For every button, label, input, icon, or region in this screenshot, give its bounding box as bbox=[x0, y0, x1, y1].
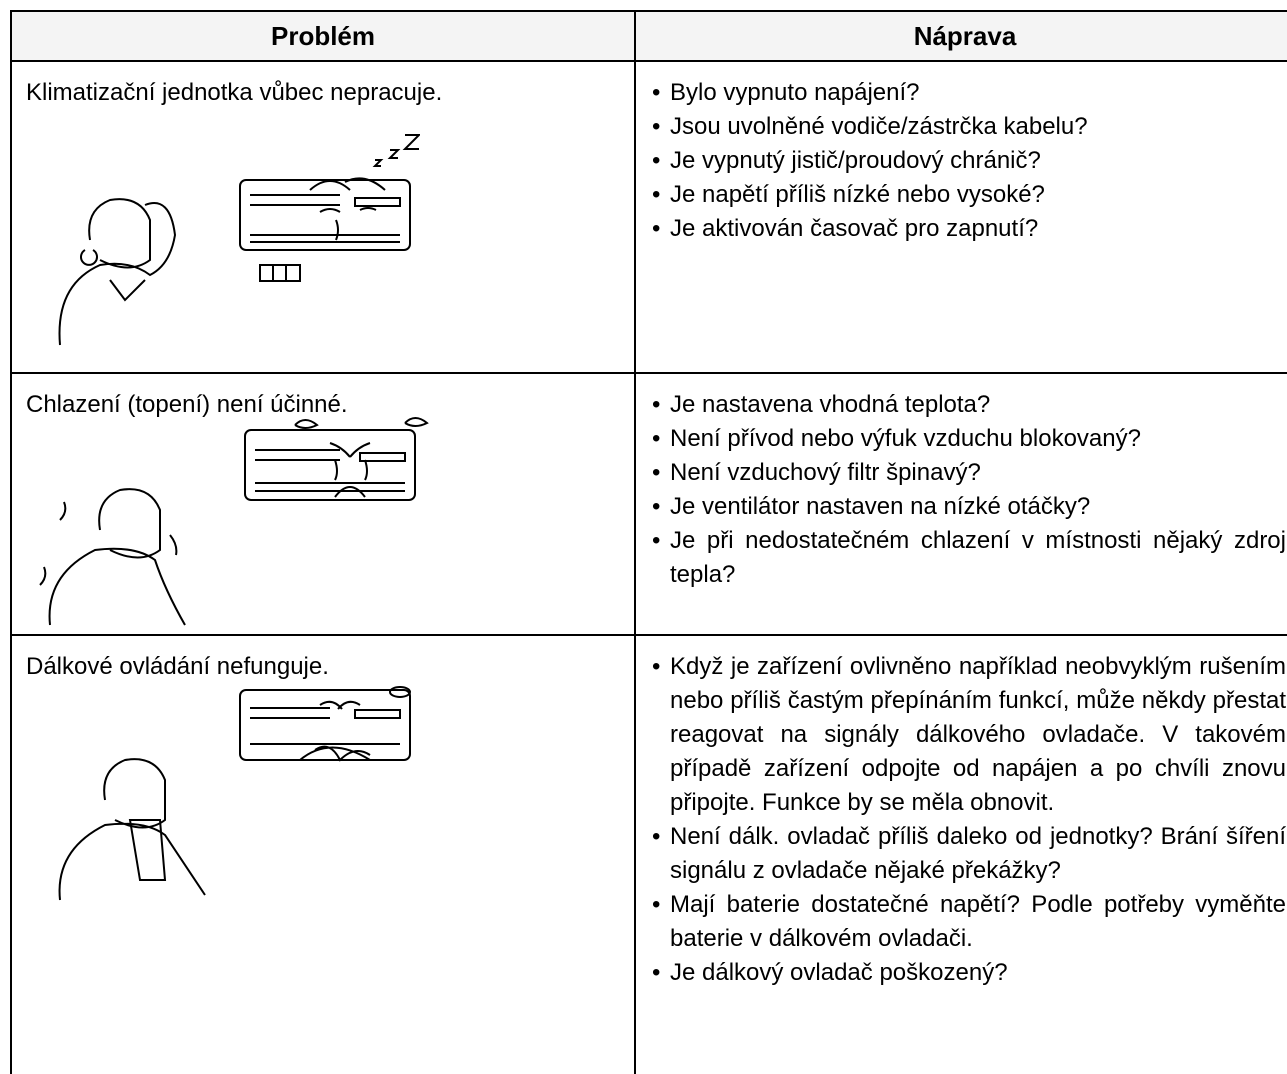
header-cell: Problém bbox=[10, 10, 634, 60]
remedy-item: Je dálkový ovladač poškozený? bbox=[652, 956, 1286, 990]
remedy-item: Není přívod nebo výfuk vzduchu blokovaný… bbox=[652, 422, 1286, 456]
remedy-list: Je nastavena vhodná teplota?Není přívod … bbox=[636, 374, 1287, 592]
header-cell: Náprava bbox=[634, 10, 1287, 60]
remedy-item: Je při nedostatečném chlazení v místnost… bbox=[652, 524, 1286, 592]
remedy-list: Bylo vypnuto napájení?Jsou uvolněné vodi… bbox=[636, 62, 1287, 246]
problem-cell: Chlazení (topení) není účinné. bbox=[10, 372, 634, 634]
remedy-item: Bylo vypnuto napájení? bbox=[652, 76, 1286, 110]
remedy-item: Když je zařízení ovlivněno například neo… bbox=[652, 650, 1286, 820]
remedy-cell: Když je zařízení ovlivněno například neo… bbox=[634, 634, 1287, 1074]
remedy-cell: Bylo vypnuto napájení?Jsou uvolněné vodi… bbox=[634, 60, 1287, 372]
remedy-cell: Je nastavena vhodná teplota?Není přívod … bbox=[634, 372, 1287, 634]
remedy-item: Není dálk. ovladač příliš daleko od jedn… bbox=[652, 820, 1286, 888]
remedy-item: Je napětí příliš nízké nebo vysoké? bbox=[652, 178, 1286, 212]
remedy-item: Mají baterie dostatečné napětí? Podle po… bbox=[652, 888, 1286, 956]
remedy-item: Není vzduchový filtr špinavý? bbox=[652, 456, 1286, 490]
remedy-item: Je ventilátor nastaven na nízké otáčky? bbox=[652, 490, 1286, 524]
remedy-item: Je nastavena vhodná teplota? bbox=[652, 388, 1286, 422]
illustration bbox=[58, 134, 420, 346]
illustration bbox=[39, 417, 429, 626]
remedy-list: Když je zařízení ovlivněno například neo… bbox=[636, 636, 1287, 990]
problem-cell: Dálkové ovládání nefunguje. bbox=[10, 634, 634, 1074]
remedy-item: Jsou uvolněné vodiče/zástrčka kabelu? bbox=[652, 110, 1286, 144]
remedy-item: Je aktivován časovač pro zapnutí? bbox=[652, 212, 1286, 246]
remedy-item: Je vypnutý jistič/proudový chránič? bbox=[652, 144, 1286, 178]
problem-cell: Klimatizační jednotka vůbec nepracuje. bbox=[10, 60, 634, 372]
illustration bbox=[58, 686, 411, 901]
